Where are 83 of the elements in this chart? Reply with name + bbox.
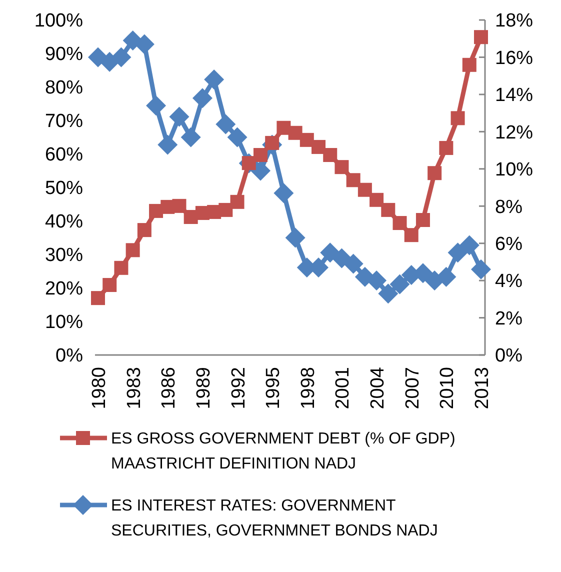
point xyxy=(390,274,410,294)
point xyxy=(462,58,476,72)
x-tick-label: 1980 xyxy=(89,367,110,410)
point xyxy=(288,126,302,140)
point xyxy=(204,70,224,90)
point xyxy=(274,183,294,204)
point xyxy=(111,47,132,68)
x-tick-label: 2007 xyxy=(402,367,424,410)
point xyxy=(366,270,387,291)
point xyxy=(428,166,442,180)
point xyxy=(158,134,178,155)
point xyxy=(474,30,488,44)
y2-tick-label: 12% xyxy=(495,122,534,144)
x-tick-label: 1992 xyxy=(228,367,250,410)
point xyxy=(230,194,244,209)
point xyxy=(180,127,201,148)
point xyxy=(250,160,270,181)
point xyxy=(312,140,326,154)
point xyxy=(346,173,360,188)
y-tick-label: 40% xyxy=(44,212,84,233)
point xyxy=(358,182,372,197)
y2-tick-label: 18% xyxy=(495,10,534,32)
point xyxy=(404,228,418,242)
point xyxy=(448,242,468,263)
point xyxy=(169,106,190,127)
point xyxy=(332,248,352,268)
point xyxy=(253,148,268,162)
y-tick-label: 80% xyxy=(44,78,84,99)
point xyxy=(102,278,117,292)
y2-tick-label: 10% xyxy=(495,160,534,181)
x-tick-label: 1995 xyxy=(263,367,284,410)
point xyxy=(323,148,338,162)
point xyxy=(416,212,430,227)
point xyxy=(146,96,166,116)
y-tick-label: 10% xyxy=(44,312,84,334)
point xyxy=(471,259,491,280)
point xyxy=(227,127,248,148)
point xyxy=(126,243,140,258)
x-tick-label: 2004 xyxy=(368,366,389,410)
x-tick-label: 2010 xyxy=(437,367,458,410)
point xyxy=(439,140,454,155)
y-tick-label: 90% xyxy=(44,44,84,66)
point xyxy=(370,192,384,207)
point xyxy=(91,291,105,306)
y2-tick-label: 6% xyxy=(495,234,523,255)
x-tick-label: 1989 xyxy=(193,367,214,410)
x-tick-label: 1986 xyxy=(158,367,180,410)
point xyxy=(459,235,480,256)
point xyxy=(392,216,407,230)
y2-tick-label: 4% xyxy=(495,271,523,292)
y2-tick-label: 8% xyxy=(495,196,523,218)
y-tick-label: 100% xyxy=(34,10,84,32)
point xyxy=(218,202,233,217)
x-tick-label: 1998 xyxy=(298,367,319,410)
point xyxy=(172,198,186,213)
point xyxy=(378,284,398,304)
point xyxy=(320,242,340,263)
point xyxy=(334,160,349,174)
point xyxy=(216,114,236,134)
y2-tick-label: 16% xyxy=(495,48,534,69)
legend-label: ES GROSS GOVERNMENT DEBT (% OF GDP) MAASTRICHT DEFINITION NADJ xyxy=(111,430,456,473)
y-tick-label: 20% xyxy=(44,278,84,300)
point xyxy=(300,132,314,147)
y-tick-label: 30% xyxy=(44,245,84,266)
legend-label: ES INTEREST RATES: GOVERNMENT SECURITIES, GOVERNMNET BONDS NADJ xyxy=(111,498,438,540)
point xyxy=(450,111,465,126)
y-tick-label: 70% xyxy=(44,111,84,132)
x-tick-label: 1983 xyxy=(124,367,145,410)
y-tick-label: 60% xyxy=(44,144,84,166)
y-tick-label: 0% xyxy=(56,346,84,367)
x-tick-label: 2001 xyxy=(332,367,354,410)
y2-tick-label: 0% xyxy=(495,346,523,367)
y2-tick-label: 14% xyxy=(495,85,534,106)
point xyxy=(192,88,212,108)
point xyxy=(276,120,291,135)
point xyxy=(137,223,152,238)
point xyxy=(381,202,396,217)
point xyxy=(114,260,128,275)
point xyxy=(343,254,364,274)
x-tick-label: 2013 xyxy=(472,367,493,410)
y2-tick-label: 2% xyxy=(495,308,523,330)
y-tick-label: 50% xyxy=(44,178,84,200)
point xyxy=(285,228,306,248)
